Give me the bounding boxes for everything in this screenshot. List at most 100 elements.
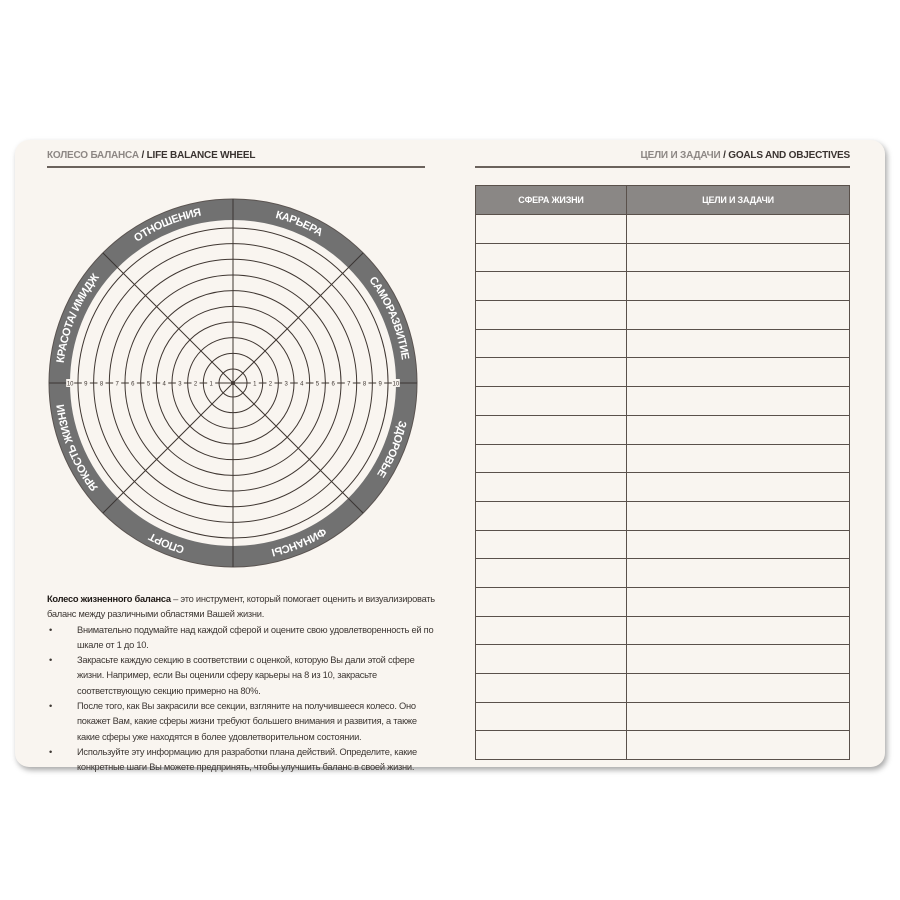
scale-label: 1	[253, 382, 257, 388]
goals-cell[interactable]	[627, 301, 849, 329]
scale-label-bg	[344, 379, 353, 387]
life-area-cell[interactable]	[476, 215, 627, 243]
intro-text: – это инструмент, который помогает оцени…	[47, 594, 435, 620]
header-rule	[47, 166, 425, 168]
goals-cell[interactable]	[627, 272, 849, 300]
table-row	[476, 644, 849, 673]
bullet-icon: •	[49, 624, 53, 635]
scale-label-bg	[207, 379, 216, 387]
life-area-cell[interactable]	[476, 358, 627, 387]
life-area-cell[interactable]	[476, 702, 627, 731]
scale-label: 10	[67, 382, 74, 388]
life-area-cell[interactable]	[476, 731, 627, 760]
scale-label-bg	[160, 379, 169, 387]
table-row	[476, 730, 849, 760]
goals-cell[interactable]	[627, 502, 849, 530]
goals-cell[interactable]	[627, 559, 849, 587]
life-area-cell[interactable]	[476, 616, 627, 645]
radial-line	[232, 267, 349, 384]
table-row	[476, 357, 849, 387]
header-rule	[475, 166, 850, 168]
header-separator: /	[720, 150, 729, 161]
life-area-cell[interactable]	[476, 272, 627, 301]
bullet-icon: •	[49, 655, 53, 666]
scale-label: 7	[347, 382, 351, 388]
scale-label-bg	[191, 379, 200, 387]
header-title-en: GOALS AND OBJECTIVES	[728, 150, 850, 161]
bullet-icon: •	[49, 746, 53, 757]
scale-label: 9	[84, 382, 88, 388]
life-area-cell[interactable]	[476, 415, 627, 444]
goals-cell[interactable]	[627, 215, 849, 243]
scale-label: 2	[269, 382, 273, 388]
goals-table: СФЕРА ЖИЗНИ ЦЕЛИ И ЗАДАЧИ	[475, 185, 850, 761]
goals-cell[interactable]	[627, 674, 849, 702]
scale-label: 4	[300, 382, 304, 388]
bullet-icon: •	[49, 701, 53, 712]
goals-cell[interactable]	[627, 588, 849, 616]
goals-cell[interactable]	[627, 330, 849, 358]
life-area-cell[interactable]	[476, 473, 627, 501]
goals-cell[interactable]	[627, 358, 849, 386]
life-area-cell[interactable]	[476, 587, 627, 616]
header-title-en: LIFE BALANCE WHEEL	[146, 150, 256, 161]
sector-divider	[102, 252, 119, 269]
scale-label-bg	[250, 379, 259, 387]
goals-cell[interactable]	[627, 416, 849, 444]
scale-label: 1	[210, 382, 214, 388]
goals-cell[interactable]	[627, 531, 849, 559]
table-row	[476, 558, 849, 587]
table-row	[476, 701, 849, 731]
life-area-cell[interactable]	[476, 243, 627, 272]
list-item: • После того, как Вы закрасили все секции…	[47, 699, 435, 745]
scale-label-bg	[81, 379, 90, 387]
goals-cell[interactable]	[627, 645, 849, 673]
column-header-life-area: СФЕРА ЖИЗНИ	[476, 186, 627, 214]
goals-cell[interactable]	[627, 244, 849, 272]
scale-label-bg	[175, 379, 184, 387]
scale-label-bg	[144, 379, 153, 387]
list-item: • Используйте эту информацию для разработ…	[47, 745, 435, 776]
goals-cell[interactable]	[627, 445, 849, 473]
column-header-goals: ЦЕЛИ И ЗАДАЧИ	[702, 195, 774, 205]
scale-label-bg	[282, 379, 291, 387]
life-area-cell[interactable]	[476, 501, 627, 530]
goals-cell[interactable]	[627, 731, 849, 759]
table-row	[476, 500, 849, 530]
scale-label-bg	[391, 379, 400, 387]
life-area-cell[interactable]	[476, 301, 627, 329]
life-area-cell[interactable]	[476, 530, 627, 559]
scale-label: 8	[363, 382, 367, 388]
radial-line	[117, 382, 234, 499]
list-item: • Закрасьте каждую секцию в соответствии …	[47, 653, 435, 699]
goals-cell[interactable]	[627, 387, 849, 415]
header-title-ru: КОЛЕСО БАЛАНСА	[47, 150, 139, 161]
table-row	[476, 386, 849, 415]
life-area-cell[interactable]	[476, 674, 627, 702]
goals-cell[interactable]	[627, 703, 849, 731]
scale-label: 2	[194, 382, 198, 388]
intro-paragraph: Колесо жизненного баланса – это инструме…	[47, 592, 435, 623]
table-row	[476, 214, 849, 243]
scale-label-bg	[128, 379, 137, 387]
scale-label-bg	[360, 379, 369, 387]
life-area-cell[interactable]	[476, 645, 627, 673]
life-area-cell[interactable]	[476, 387, 627, 415]
center-dot	[231, 381, 235, 385]
table-row	[476, 300, 849, 329]
life-area-cell[interactable]	[476, 329, 627, 358]
life-area-cell[interactable]	[476, 444, 627, 473]
notebook-spread	[15, 140, 885, 767]
intro-bold: Колесо жизненного баланса	[47, 594, 171, 604]
list-item-text: После того, как Вы закрасили все секции,…	[77, 701, 417, 742]
table-row	[476, 414, 849, 444]
right-page-header: ЦЕЛИ И ЗАДАЧИ / GOALS AND OBJECTIVES	[641, 150, 851, 161]
life-area-cell[interactable]	[476, 559, 627, 587]
scale-label-bg	[113, 379, 122, 387]
goals-cell[interactable]	[627, 617, 849, 645]
table-row	[476, 529, 849, 559]
sector-divider	[102, 497, 119, 514]
wheel-description: Колесо жизненного баланса – это инструме…	[47, 592, 435, 776]
instruction-list: • Внимательно подумайте над каждой сферой…	[47, 623, 435, 776]
goals-cell[interactable]	[627, 473, 849, 501]
